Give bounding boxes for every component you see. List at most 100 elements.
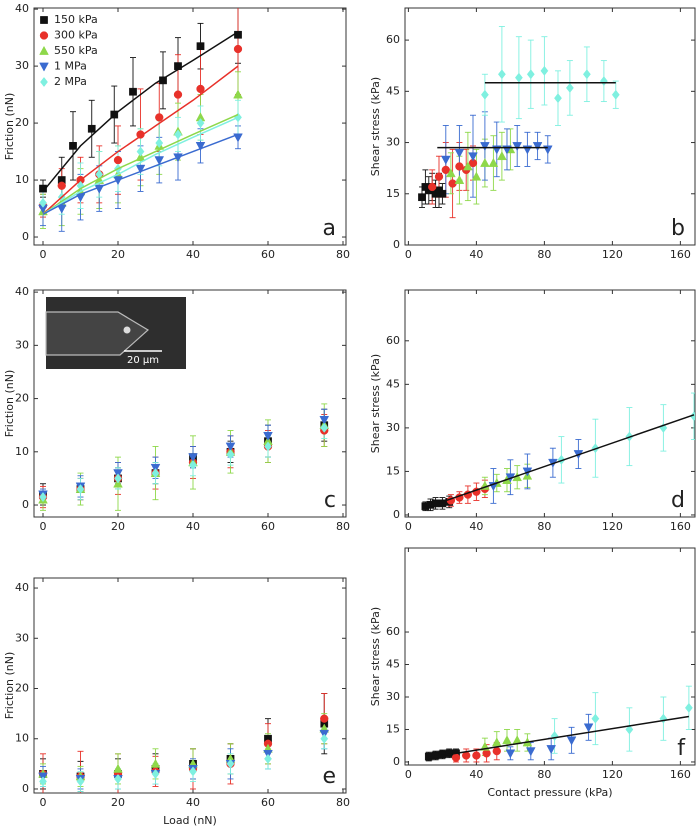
legend-label: 550 kPa <box>54 44 98 57</box>
marker <box>233 89 243 99</box>
x-tick-label: 80 <box>537 520 551 533</box>
x-tick-label: 40 <box>186 520 200 533</box>
marker <box>546 745 557 755</box>
marker <box>87 124 96 133</box>
marker <box>454 174 465 184</box>
x-tick-label: 120 <box>602 768 623 781</box>
marker <box>263 431 273 441</box>
x-axis-label: Contact pressure (kPa) <box>487 786 612 799</box>
fit-line <box>425 414 695 509</box>
marker <box>151 468 160 479</box>
marker <box>226 449 235 460</box>
panel-label: b <box>671 216 685 241</box>
marker <box>57 181 66 190</box>
inset-particle <box>123 326 131 334</box>
panel-label: c <box>324 488 336 513</box>
marker <box>591 713 600 724</box>
x-tick-label: 20 <box>111 248 125 261</box>
y-axis-label: Shear stress (kPa) <box>369 354 382 453</box>
marker <box>690 411 695 422</box>
marker <box>150 758 161 768</box>
marker <box>455 162 464 171</box>
marker <box>611 89 620 100</box>
marker <box>659 713 668 724</box>
marker <box>188 453 198 463</box>
marker <box>505 749 516 759</box>
x-tick-label: 0 <box>405 520 412 533</box>
marker <box>174 129 182 140</box>
panel-label: f <box>677 736 686 761</box>
x-tick-label: 20 <box>111 796 125 809</box>
marker <box>446 168 456 178</box>
y-tick-label: 45 <box>386 377 400 390</box>
marker <box>196 84 205 94</box>
plot-frame <box>404 7 696 246</box>
y-axis-label: Shear stress (kPa) <box>369 607 382 706</box>
y-tick-label: 45 <box>386 84 400 97</box>
panel: 0 20 40 60 80 0 10 20 30 40 Friction (nN) a 150 kPa 3… <box>3 2 350 261</box>
marker <box>463 161 473 171</box>
marker <box>136 130 145 139</box>
marker <box>155 113 164 122</box>
marker <box>438 189 447 198</box>
marker <box>440 155 451 165</box>
marker <box>39 776 47 787</box>
x-tick-label: 160 <box>670 768 691 781</box>
marker <box>173 90 183 99</box>
marker <box>39 184 47 193</box>
y-tick-label: 0 <box>22 782 29 795</box>
series <box>40 403 328 511</box>
y-tick-label: 30 <box>386 690 400 703</box>
x-tick-label: 20 <box>111 520 125 533</box>
y-tick-label: 0 <box>393 508 400 521</box>
x-tick-label: 0 <box>40 520 47 533</box>
y-tick-label: 20 <box>15 682 29 695</box>
legend-marker <box>40 16 48 24</box>
series <box>558 392 695 484</box>
marker <box>233 44 243 54</box>
marker <box>554 93 562 104</box>
x-tick-label: 80 <box>537 248 551 261</box>
marker <box>319 416 330 425</box>
inset-label: 20 μm <box>127 355 159 366</box>
marker <box>320 422 329 433</box>
legend-marker <box>39 62 49 72</box>
marker <box>497 69 506 80</box>
marker <box>69 142 77 150</box>
y-tick-label: 30 <box>386 136 400 149</box>
x-tick-label: 0 <box>40 796 47 809</box>
marker <box>480 142 490 152</box>
marker <box>566 736 577 746</box>
fit-line <box>42 31 239 192</box>
y-tick-label: 30 <box>386 421 400 434</box>
legend-label: 300 kPa <box>54 29 98 42</box>
marker <box>76 180 85 191</box>
fit-line <box>42 113 239 215</box>
marker <box>550 730 559 741</box>
y-tick-label: 15 <box>386 464 400 477</box>
x-tick-label: 0 <box>405 768 412 781</box>
marker <box>480 89 489 100</box>
y-tick-label: 60 <box>386 334 400 347</box>
y-tick-label: 0 <box>22 230 29 243</box>
x-tick-label: 0 <box>405 248 412 261</box>
marker <box>471 171 482 181</box>
y-tick-label: 40 <box>15 285 29 298</box>
legend-label: 150 kPa <box>54 13 98 26</box>
series <box>507 713 592 761</box>
marker <box>565 82 574 93</box>
x-tick-label: 160 <box>670 248 691 261</box>
y-tick-label: 15 <box>386 187 400 200</box>
inset-tip <box>45 311 150 356</box>
marker <box>428 182 437 192</box>
fit-line <box>42 116 239 215</box>
legend-marker <box>39 31 49 40</box>
marker <box>155 138 164 149</box>
legend-marker <box>39 45 49 55</box>
panel-label: e <box>322 764 336 789</box>
panel: 0 20 40 60 80 0 10 20 30 40 Friction (nN) Load (nN)… <box>3 577 350 827</box>
marker <box>225 442 236 452</box>
panel-label: a <box>323 216 336 241</box>
x-tick-label: 120 <box>602 248 623 261</box>
